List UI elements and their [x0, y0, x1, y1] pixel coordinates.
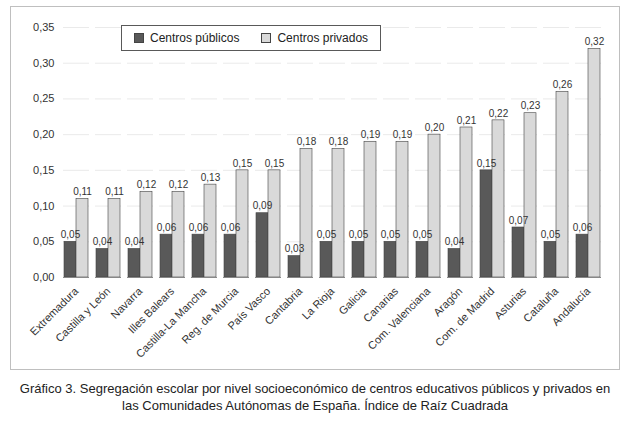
svg-text:0,20: 0,20 [425, 122, 445, 133]
svg-text:0,05: 0,05 [317, 229, 337, 240]
svg-text:0,15: 0,15 [477, 158, 497, 169]
svg-text:0,35: 0,35 [33, 21, 54, 33]
svg-text:Com. Valenciana: Com. Valenciana [365, 284, 433, 352]
svg-text:0,22: 0,22 [489, 108, 509, 119]
svg-text:Castilla y León: Castilla y León [53, 285, 113, 345]
svg-text:0,32: 0,32 [585, 36, 605, 47]
svg-text:0,13: 0,13 [201, 172, 221, 183]
svg-text:0,21: 0,21 [457, 115, 477, 126]
svg-text:Reg. de Murcia: Reg. de Murcia [179, 284, 241, 346]
svg-text:0,06: 0,06 [157, 222, 177, 233]
svg-text:0,26: 0,26 [553, 79, 573, 90]
svg-text:Aragón: Aragón [430, 284, 465, 319]
svg-text:La Rioja: La Rioja [299, 284, 337, 322]
svg-text:Asturias: Asturias [491, 284, 529, 322]
svg-text:0,15: 0,15 [265, 158, 285, 169]
svg-text:0,03: 0,03 [285, 243, 305, 254]
svg-text:Galicia: Galicia [336, 284, 369, 317]
svg-text:0,10: 0,10 [33, 200, 54, 212]
svg-text:0,15: 0,15 [33, 164, 54, 176]
svg-text:0,05: 0,05 [541, 229, 561, 240]
svg-text:Cantabria: Cantabria [262, 284, 305, 327]
svg-text:0,06: 0,06 [573, 222, 593, 233]
svg-text:País Vasco: País Vasco [225, 285, 272, 332]
svg-text:0,05: 0,05 [413, 229, 433, 240]
svg-text:0,09: 0,09 [253, 200, 273, 211]
svg-text:0,12: 0,12 [137, 179, 157, 190]
svg-text:Com. de Madrid: Com. de Madrid [433, 285, 497, 349]
html-text:Gráfico 3. Segregación escolar: Gráfico 3. Segregación escolar por nivel… [19, 381, 611, 413]
svg-text:0,15: 0,15 [233, 158, 253, 169]
svg-text:0,06: 0,06 [189, 222, 209, 233]
svg-text:0,12: 0,12 [169, 179, 189, 190]
svg-text:0,23: 0,23 [521, 100, 541, 111]
svg-text:0,07: 0,07 [509, 215, 529, 226]
svg-text:0,00: 0,00 [33, 271, 54, 283]
svg-text:Canarias: Canarias [360, 284, 401, 325]
svg-text:0,11: 0,11 [73, 186, 92, 197]
svg-text:Navarra: Navarra [108, 284, 145, 321]
svg-text:0,30: 0,30 [33, 57, 54, 69]
svg-text:0,19: 0,19 [393, 129, 413, 140]
html-text:Centros públicos: Centros públicos [150, 31, 240, 45]
svg-text:Extremadura: Extremadura [27, 284, 81, 338]
svg-text:0,04: 0,04 [93, 236, 113, 247]
svg-text:0,05: 0,05 [61, 229, 81, 240]
svg-text:0,04: 0,04 [125, 236, 145, 247]
svg-text:0,18: 0,18 [329, 136, 349, 147]
svg-text:Andalucía: Andalucía [549, 284, 593, 328]
svg-text:Illes Balears: Illes Balears [125, 284, 177, 336]
svg-text:0,18: 0,18 [297, 136, 317, 147]
svg-text:0,25: 0,25 [33, 92, 54, 104]
svg-text:0,05: 0,05 [381, 229, 401, 240]
svg-text:0,11: 0,11 [105, 186, 124, 197]
svg-text:Castilla-La Mancha: Castilla-La Mancha [133, 284, 209, 360]
html-text:Centros privados: Centros privados [277, 31, 369, 45]
svg-text:0,04: 0,04 [445, 236, 465, 247]
svg-text:0,05: 0,05 [33, 235, 54, 247]
svg-text:0,06: 0,06 [221, 222, 241, 233]
svg-text:Cataluña: Cataluña [520, 284, 561, 325]
svg-text:0,05: 0,05 [349, 229, 369, 240]
svg-text:0,19: 0,19 [361, 129, 381, 140]
svg-text:0,20: 0,20 [33, 128, 54, 140]
